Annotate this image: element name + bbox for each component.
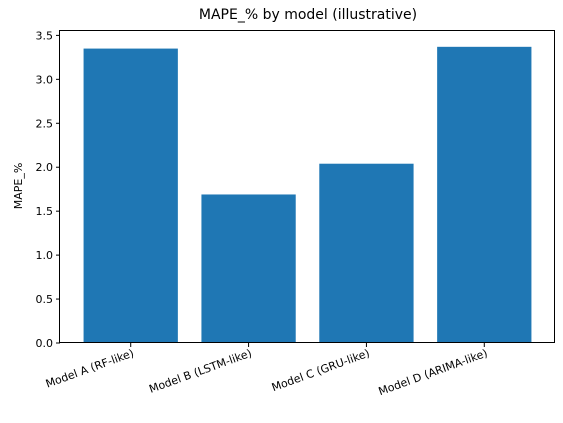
bars-group <box>83 46 532 343</box>
y-tick-label: 2.5 <box>36 117 54 130</box>
plot-frame <box>59 30 555 343</box>
y-tick-label: 3.5 <box>36 29 54 42</box>
y-tick-label: 0.0 <box>36 337 54 350</box>
x-tick-label: Model B (LSTM-like) <box>147 347 253 396</box>
y-tick-label: 2.0 <box>36 161 54 174</box>
y-axis-label: MAPE_% <box>12 163 25 210</box>
chart-title: MAPE_% by model (illustrative) <box>199 7 417 23</box>
bar-2 <box>201 194 296 343</box>
y-tick-label: 1.5 <box>36 205 54 218</box>
bar-1 <box>83 48 178 343</box>
bar-4 <box>437 46 532 343</box>
x-tick-label: Model A (RF-like) <box>44 347 136 391</box>
bar-3 <box>319 163 414 343</box>
y-tick-label: 0.5 <box>36 293 54 306</box>
y-tick-label: 1.0 <box>36 249 54 262</box>
x-tick-label: Model C (GRU-like) <box>270 347 372 395</box>
y-axis: 0.0 0.5 1.0 1.5 2.0 2.5 3.0 3.5 <box>36 29 60 350</box>
y-tick-label: 3.0 <box>36 73 54 86</box>
x-axis: Model A (RF-like) Model B (LSTM-like) Mode… <box>44 343 489 398</box>
x-tick-label: Model D (ARIMA-like) <box>377 347 490 399</box>
